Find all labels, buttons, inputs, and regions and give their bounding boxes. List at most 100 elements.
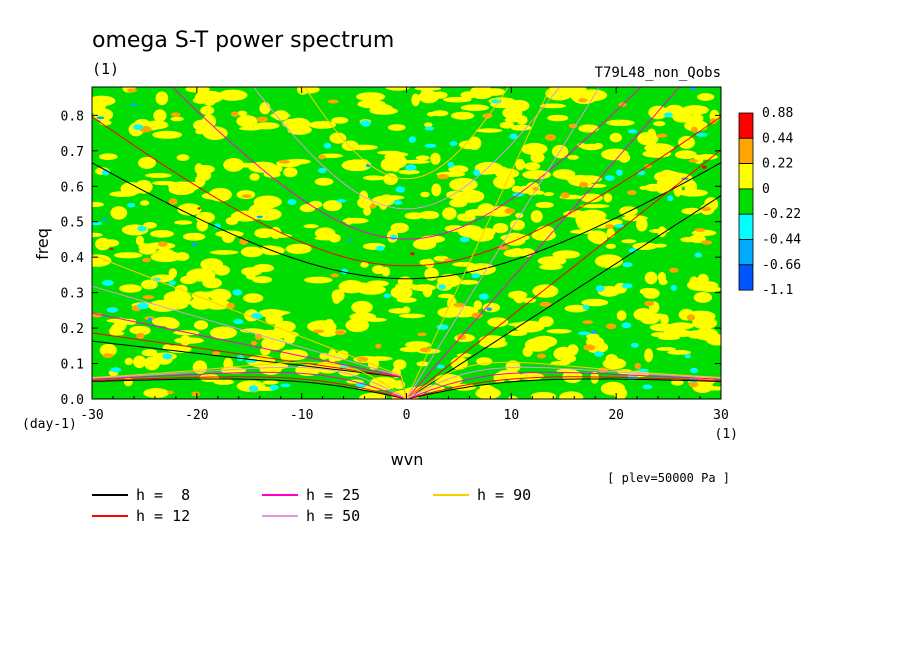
field-patch (388, 308, 410, 314)
field-speckle (137, 302, 149, 310)
field-patch (676, 325, 686, 337)
field-patch (656, 347, 676, 351)
field-speckle (133, 124, 144, 130)
field-patch (285, 243, 312, 254)
field-patch (689, 113, 704, 123)
field-speckle (471, 312, 483, 319)
field-patch (213, 379, 234, 385)
y-axis: 0.0 0.1 0.2 0.3 0.4 0.5 0.6 0.7 0.8 (61, 109, 721, 408)
y-axis-label: freq (33, 228, 52, 260)
field-speckle (690, 126, 698, 133)
field-patch (283, 167, 298, 178)
field-speckle (408, 136, 416, 143)
dispersion-curve (92, 87, 681, 399)
field-speckle (360, 120, 371, 127)
legend-label: h = 50 (306, 507, 360, 525)
dispersion-curve (92, 378, 721, 399)
field-patch (564, 304, 588, 313)
field-patch (479, 335, 506, 345)
field-patch (653, 121, 666, 127)
field-speckle (700, 240, 713, 245)
field-patch (347, 144, 378, 151)
field-patch (164, 319, 180, 329)
field-patch (474, 161, 503, 175)
x-tick-label: 0 (403, 408, 411, 423)
field-patch (397, 276, 413, 287)
field-speckle (136, 332, 145, 339)
field-patch (270, 112, 291, 119)
field-speckle (126, 88, 138, 93)
field-patch (492, 223, 509, 234)
field-patch (200, 105, 215, 115)
field-patch (411, 93, 420, 107)
field-patch (113, 252, 143, 259)
field-patch (499, 121, 515, 129)
y-tick-label: 0.7 (61, 145, 84, 160)
field-patch (194, 90, 224, 104)
field-patch (236, 115, 258, 128)
field-patch (424, 122, 433, 128)
x-tick-label: 10 (504, 408, 520, 423)
field-patch (580, 193, 603, 203)
field-patch (458, 279, 479, 285)
field-speckle (630, 342, 639, 348)
field-speckle (376, 245, 385, 251)
field-speckle (278, 159, 290, 164)
field-speckle (226, 302, 235, 309)
field-patch (449, 275, 460, 286)
field-patch (364, 356, 393, 362)
field-patch (143, 222, 157, 229)
field-patch (180, 275, 197, 285)
field-patch (609, 132, 622, 143)
field-speckle (594, 351, 604, 357)
field-patch (547, 114, 569, 122)
field-patch (223, 357, 234, 371)
field-patch (543, 192, 554, 197)
field-speckle (694, 228, 706, 232)
field-patch (678, 135, 695, 149)
field-patch (202, 114, 217, 129)
field-patch (449, 177, 478, 192)
dispersion-curve (92, 366, 721, 399)
field-patch (460, 104, 490, 111)
field-speckle (694, 252, 703, 258)
field-patch (644, 348, 654, 363)
field-patch (378, 196, 388, 210)
field-speckle (92, 221, 103, 226)
field-patch (420, 191, 430, 198)
field-patch (324, 318, 334, 328)
field-speckle (614, 224, 625, 228)
field-speckle (656, 133, 668, 138)
field-patch (530, 210, 543, 223)
field-speckle (695, 132, 708, 137)
field-patch (444, 225, 465, 232)
field-speckle (473, 169, 480, 176)
field-speckle (256, 215, 263, 218)
field-speckle (628, 248, 638, 253)
field-patch (537, 256, 567, 266)
field-patch (168, 268, 177, 279)
field-speckle (486, 307, 493, 312)
field-speckle (684, 353, 691, 359)
field-patch (451, 111, 475, 120)
field-patch (133, 355, 146, 369)
field-patch (696, 154, 718, 160)
field-patch (194, 163, 204, 175)
colorbar-label: -0.22 (762, 207, 801, 222)
field-speckle (356, 356, 369, 362)
field-patch (287, 124, 312, 135)
field-speckle (347, 238, 353, 242)
field-speckle (621, 283, 633, 289)
field-patch (482, 302, 501, 313)
field-speckle (110, 367, 122, 373)
field-patch (536, 190, 545, 195)
field-patch (134, 180, 153, 194)
field-speckle (634, 362, 641, 370)
field-patch (209, 288, 232, 302)
field-speckle (539, 301, 552, 307)
field-speckle (106, 307, 119, 313)
field-patch (443, 96, 472, 103)
field-speckle (536, 353, 547, 359)
field-patch (345, 318, 370, 333)
field-speckle (637, 170, 646, 176)
